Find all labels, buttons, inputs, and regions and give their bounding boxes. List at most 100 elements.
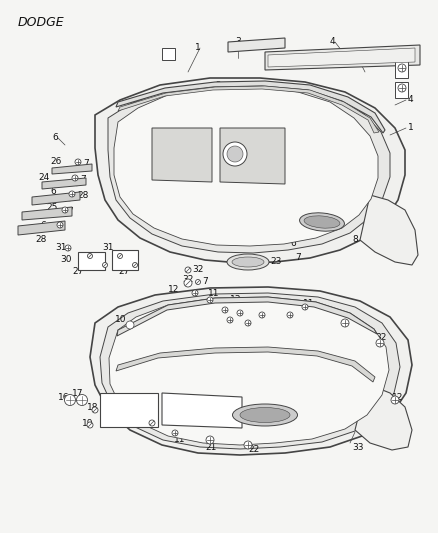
Circle shape	[133, 262, 138, 268]
Polygon shape	[22, 207, 72, 220]
Ellipse shape	[300, 213, 344, 231]
Polygon shape	[360, 195, 418, 265]
Text: DODGE: DODGE	[18, 15, 65, 28]
Polygon shape	[220, 128, 285, 184]
Circle shape	[206, 436, 214, 444]
Text: 6: 6	[290, 239, 296, 248]
Text: 13: 13	[230, 295, 241, 304]
Text: 20: 20	[138, 418, 149, 427]
Polygon shape	[32, 192, 80, 205]
Text: 11: 11	[174, 435, 186, 445]
Text: 1: 1	[195, 44, 201, 52]
Circle shape	[227, 317, 233, 323]
Text: 14: 14	[262, 309, 273, 318]
Polygon shape	[100, 293, 400, 449]
Ellipse shape	[227, 254, 269, 270]
Polygon shape	[162, 393, 242, 428]
Polygon shape	[152, 128, 212, 182]
Circle shape	[62, 207, 68, 213]
Text: 12: 12	[392, 392, 403, 401]
Text: 31: 31	[55, 244, 67, 253]
Polygon shape	[118, 86, 379, 133]
Text: 17: 17	[72, 389, 84, 398]
Text: 18: 18	[87, 402, 99, 411]
Text: 3: 3	[235, 37, 241, 46]
Polygon shape	[108, 83, 390, 253]
Circle shape	[398, 84, 406, 92]
Text: 32: 32	[182, 276, 193, 285]
Polygon shape	[162, 48, 175, 60]
Circle shape	[87, 422, 93, 428]
Circle shape	[126, 321, 134, 329]
Ellipse shape	[232, 257, 264, 267]
Polygon shape	[42, 178, 86, 189]
Text: 13: 13	[288, 306, 300, 316]
Text: 13: 13	[278, 312, 290, 321]
Text: 12: 12	[168, 286, 180, 295]
Text: 7: 7	[80, 174, 86, 183]
Circle shape	[245, 320, 251, 326]
Text: 28: 28	[35, 236, 46, 245]
Circle shape	[398, 64, 406, 72]
Circle shape	[69, 191, 75, 197]
Text: 25: 25	[46, 204, 57, 213]
Circle shape	[185, 267, 191, 273]
Circle shape	[376, 339, 384, 347]
Text: 27: 27	[72, 268, 83, 277]
Text: 16: 16	[58, 392, 70, 401]
Polygon shape	[52, 164, 92, 174]
Circle shape	[102, 262, 107, 268]
Text: 5: 5	[355, 53, 361, 62]
Circle shape	[222, 307, 228, 313]
Circle shape	[57, 222, 63, 228]
Text: 24: 24	[38, 173, 49, 182]
Circle shape	[149, 420, 155, 426]
Text: 7: 7	[83, 158, 89, 167]
Text: 7: 7	[295, 254, 301, 262]
Circle shape	[244, 441, 252, 449]
Text: 11: 11	[208, 288, 219, 297]
Text: 11: 11	[303, 298, 314, 308]
Text: 6: 6	[50, 188, 56, 197]
Circle shape	[64, 394, 75, 406]
Circle shape	[237, 310, 243, 316]
Text: 7: 7	[67, 207, 73, 216]
Text: 30: 30	[60, 255, 71, 264]
Polygon shape	[112, 250, 138, 270]
Ellipse shape	[233, 404, 297, 426]
Circle shape	[117, 254, 123, 259]
Circle shape	[192, 290, 198, 296]
Text: 33: 33	[352, 442, 364, 451]
Circle shape	[259, 312, 265, 318]
Text: 2: 2	[215, 80, 221, 90]
Text: 6: 6	[40, 221, 46, 230]
Ellipse shape	[304, 216, 340, 228]
Text: 6: 6	[52, 133, 58, 142]
Text: 22: 22	[248, 446, 259, 455]
Circle shape	[391, 396, 399, 404]
Ellipse shape	[240, 408, 290, 423]
Text: 4: 4	[330, 37, 336, 46]
Circle shape	[223, 142, 247, 166]
Circle shape	[72, 175, 78, 181]
Text: 32: 32	[375, 333, 386, 342]
Circle shape	[227, 146, 243, 162]
Text: 29: 29	[115, 251, 127, 260]
Circle shape	[65, 245, 71, 251]
Text: 7: 7	[202, 278, 208, 287]
Text: 19: 19	[82, 418, 93, 427]
Polygon shape	[395, 58, 408, 78]
Text: 21: 21	[205, 442, 216, 451]
Text: 23: 23	[270, 257, 281, 266]
Text: 27: 27	[118, 268, 129, 277]
Text: 9: 9	[343, 312, 349, 321]
Circle shape	[195, 279, 201, 285]
Polygon shape	[18, 221, 65, 235]
Circle shape	[287, 312, 293, 318]
Text: 28: 28	[77, 191, 88, 200]
Circle shape	[75, 159, 81, 165]
Polygon shape	[114, 87, 378, 246]
Circle shape	[341, 319, 349, 327]
Polygon shape	[116, 347, 375, 382]
Text: 32: 32	[192, 265, 203, 274]
